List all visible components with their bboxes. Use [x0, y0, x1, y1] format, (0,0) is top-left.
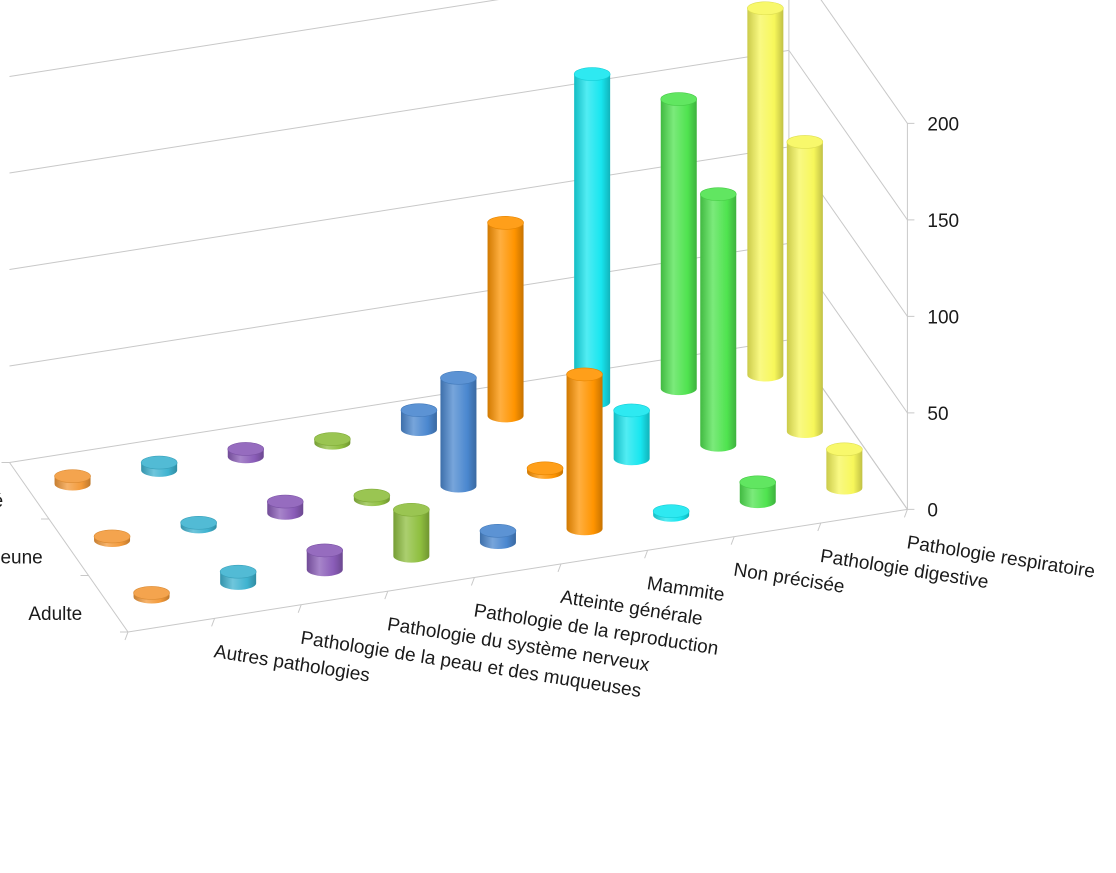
cylinder-top: [400, 403, 438, 417]
cylinder-top: [739, 475, 777, 490]
z-tick-label: 150: [927, 211, 959, 232]
cylinder-body: [400, 410, 437, 436]
cylinder-bar: [353, 488, 391, 507]
cylinder-body: [739, 482, 776, 509]
cylinder-body: [660, 99, 697, 396]
cylinder-bar: [652, 504, 690, 522]
cylinder-top: [314, 432, 351, 446]
cylinder-top: [699, 187, 737, 201]
cylinder-bar: [573, 67, 611, 409]
floor-left-edge: [9, 462, 129, 633]
cylinder-body: [566, 374, 603, 536]
cylinder-body: [487, 222, 524, 423]
cylinder-body: [747, 8, 784, 382]
category-tick-mark: [730, 536, 735, 545]
cylinder-top: [393, 502, 430, 517]
back-wall-gridline: [9, 146, 789, 270]
cylinder-bar: [613, 403, 650, 466]
category-tick-mark: [470, 577, 475, 586]
cylinder-bar: [140, 455, 178, 477]
category-tick-mark: [124, 631, 129, 641]
cylinder-top: [526, 461, 564, 476]
floor-front-edge: [127, 508, 908, 633]
cylinder-bar: [314, 432, 351, 450]
cylinder-bar: [93, 529, 131, 547]
category-tick-mark: [211, 618, 216, 627]
cylinder-bar: [440, 371, 477, 493]
cylinder-top: [306, 543, 344, 558]
cylinder-top: [660, 92, 698, 106]
category-tick-mark: [903, 509, 908, 518]
cylinder-body: [306, 550, 343, 577]
cylinder-top: [93, 529, 131, 544]
cylinder-top: [826, 442, 863, 457]
side-wall-gridline: [820, 0, 908, 124]
series-label: Jeune: [0, 547, 43, 568]
cylinder-bar: [566, 367, 603, 536]
cylinder-top: [479, 524, 517, 538]
cylinder-bar: [487, 216, 524, 423]
cylinder-body: [826, 449, 863, 495]
z-tick-label: 200: [927, 114, 959, 135]
cylinder-top: [747, 1, 784, 16]
cylinder-bar: [786, 135, 824, 438]
series-label: Non précisé: [0, 491, 3, 512]
cylinder-top: [266, 494, 304, 509]
cylinder-top: [786, 135, 824, 149]
cylinder-bar: [739, 475, 777, 509]
series-label: Adulte: [28, 604, 82, 625]
cylinder-top: [133, 586, 170, 600]
cylinder-top: [353, 488, 391, 503]
cylinder-bar: [219, 564, 257, 590]
cylinder-body: [393, 509, 430, 563]
category-tick-mark: [384, 590, 389, 600]
cylinder-top: [566, 367, 603, 382]
cylinder-bar: [526, 461, 564, 479]
cylinder-top: [613, 403, 650, 418]
cylinder-top: [54, 469, 91, 484]
z-tick-label: 100: [927, 307, 959, 328]
back-wall-gridline: [9, 0, 499, 77]
cylinder-bar: [826, 442, 863, 495]
cylinder-top: [219, 564, 257, 579]
cylinder-bar: [400, 403, 438, 436]
cylinder-bar: [479, 524, 517, 549]
back-wall-gridline: [9, 242, 789, 367]
cylinder-top: [180, 516, 217, 530]
chart-bars: [54, 1, 863, 604]
cylinder-body: [700, 194, 737, 452]
cylinder-bar: [699, 187, 737, 452]
cylinder-bar: [660, 92, 698, 396]
cylinder-bar: [133, 586, 170, 604]
cylinder-top: [573, 67, 611, 81]
side-wall-gridline: [788, 50, 908, 221]
cylinder-top: [440, 371, 477, 385]
cylinder-top: [140, 455, 178, 470]
z-tick-label: 50: [927, 404, 948, 425]
cylinder-bar: [306, 543, 344, 577]
cylinder-bar: [54, 469, 91, 491]
category-tick-mark: [557, 563, 562, 573]
cylinder-bar: [266, 494, 304, 520]
cylinder-body: [440, 377, 477, 493]
cylinder-top: [652, 504, 690, 518]
cylinder-body: [786, 141, 823, 438]
cylinder-bar: [393, 502, 430, 563]
cylinder-top: [227, 442, 265, 456]
category-tick-mark: [297, 604, 302, 613]
category-tick-mark: [644, 550, 649, 559]
cylinder-body: [574, 74, 611, 409]
cylinder-bar: [180, 516, 217, 534]
cylinder-body: [613, 410, 650, 466]
cylinder-bar: [227, 442, 265, 464]
cylinder-bar: [747, 1, 784, 382]
z-tick-label: 0: [927, 500, 938, 521]
back-wall-gridline: [9, 49, 789, 174]
back-wall-gridline: [9, 339, 789, 463]
cylinder-top: [487, 216, 524, 230]
category-tick-mark: [817, 522, 822, 532]
